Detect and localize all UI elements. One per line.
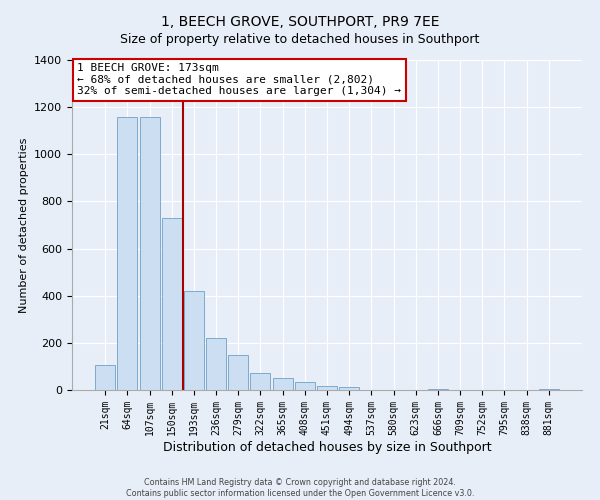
- X-axis label: Distribution of detached houses by size in Southport: Distribution of detached houses by size …: [163, 440, 491, 454]
- Bar: [317, 386, 337, 390]
- Text: 1 BEECH GROVE: 173sqm
← 68% of detached houses are smaller (2,802)
32% of semi-d: 1 BEECH GROVE: 173sqm ← 68% of detached …: [77, 64, 401, 96]
- Bar: [162, 218, 182, 390]
- Bar: [250, 373, 271, 390]
- Bar: [118, 116, 137, 390]
- Y-axis label: Number of detached properties: Number of detached properties: [19, 138, 29, 312]
- Bar: [295, 382, 315, 390]
- Bar: [140, 116, 160, 390]
- Bar: [272, 378, 293, 390]
- Bar: [95, 365, 115, 390]
- Bar: [539, 389, 559, 390]
- Text: Size of property relative to detached houses in Southport: Size of property relative to detached ho…: [121, 32, 479, 46]
- Bar: [228, 355, 248, 390]
- Text: Contains HM Land Registry data © Crown copyright and database right 2024.
Contai: Contains HM Land Registry data © Crown c…: [126, 478, 474, 498]
- Bar: [184, 291, 204, 390]
- Text: 1, BEECH GROVE, SOUTHPORT, PR9 7EE: 1, BEECH GROVE, SOUTHPORT, PR9 7EE: [161, 15, 439, 29]
- Bar: [206, 338, 226, 390]
- Bar: [339, 386, 359, 390]
- Bar: [428, 389, 448, 390]
